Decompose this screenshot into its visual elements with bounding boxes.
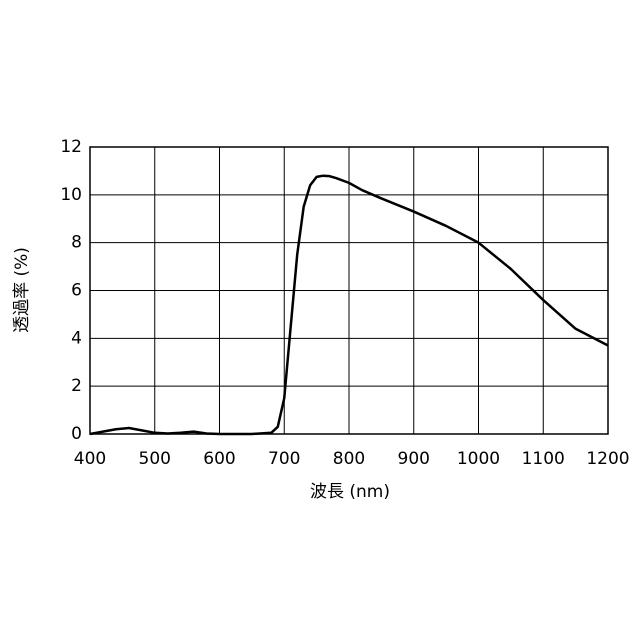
y-tick-label: 4: [71, 328, 82, 348]
y-tick-label: 8: [71, 233, 82, 253]
x-tick-label: 1000: [457, 449, 500, 469]
x-tick-label: 600: [203, 449, 235, 469]
chart: 波長 (nm) 透過率 (%) 0 2 4 6 8 10 12 400 500 600 700 800…: [0, 0, 640, 640]
y-tick-label: 12: [60, 137, 82, 157]
x-tick-label: 700: [268, 449, 300, 469]
y-tick-label: 6: [71, 281, 82, 301]
x-tick-label: 900: [398, 449, 430, 469]
y-tick-label: 0: [71, 424, 82, 444]
x-axis-label: 波長 (nm): [310, 482, 390, 502]
y-tick-label: 2: [71, 376, 82, 396]
x-tick-label: 1100: [522, 449, 565, 469]
y-tick-label: 10: [60, 185, 82, 205]
x-tick-label: 1200: [586, 449, 629, 469]
y-axis-label: 透過率 (%): [12, 247, 32, 333]
x-tick-label: 400: [74, 449, 106, 469]
x-tick-label: 500: [139, 449, 171, 469]
x-tick-label: 800: [333, 449, 365, 469]
